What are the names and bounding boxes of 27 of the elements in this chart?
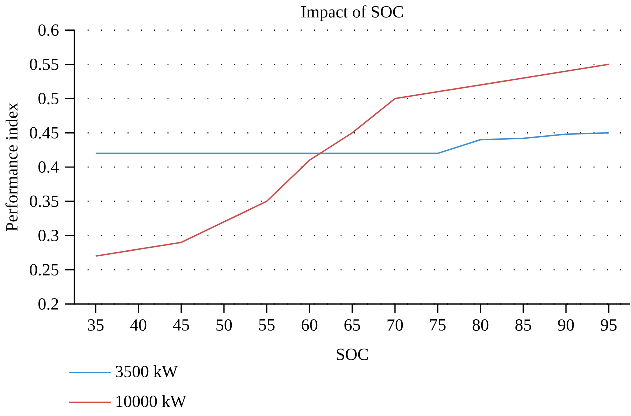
y-tick-label: 0.4 [38,162,60,174]
x-tick-label: 85 [516,320,532,332]
x-tick-label: 40 [130,320,147,332]
y-tick-label: 0.5 [38,93,59,105]
x-tick-label: 80 [472,320,489,332]
y-tick-label: 0.45 [30,127,59,139]
x-tick-label: 45 [173,320,190,331]
x-tick-label: 65 [344,320,360,331]
x-tick-label: 60 [302,320,318,332]
x-tick-label: 75 [430,320,446,331]
x-tick-label: 90 [558,320,574,332]
x-axis-title: SOC [337,348,368,360]
x-tick-label: 35 [88,320,104,331]
y-tick-label: 0.35 [30,196,59,208]
chart-title: Impact of SOC [302,6,404,22]
x-tick-label: 95 [601,320,617,331]
y-tick-label: 0.2 [38,298,58,310]
legend-label: 10000 kW [116,395,187,408]
y-tick-label: 0.6 [38,24,59,36]
x-tick-label: 70 [388,320,404,332]
y-tick-label: 0.55 [30,58,59,70]
y-axis-title: Performance index [6,102,18,232]
y-tick-label: 0.25 [30,264,59,276]
x-tick-label: 55 [259,320,275,331]
x-tick-label: 50 [216,320,232,332]
legend-label: 3500 kW [116,366,178,378]
y-tick-label: 0.3 [38,230,59,242]
